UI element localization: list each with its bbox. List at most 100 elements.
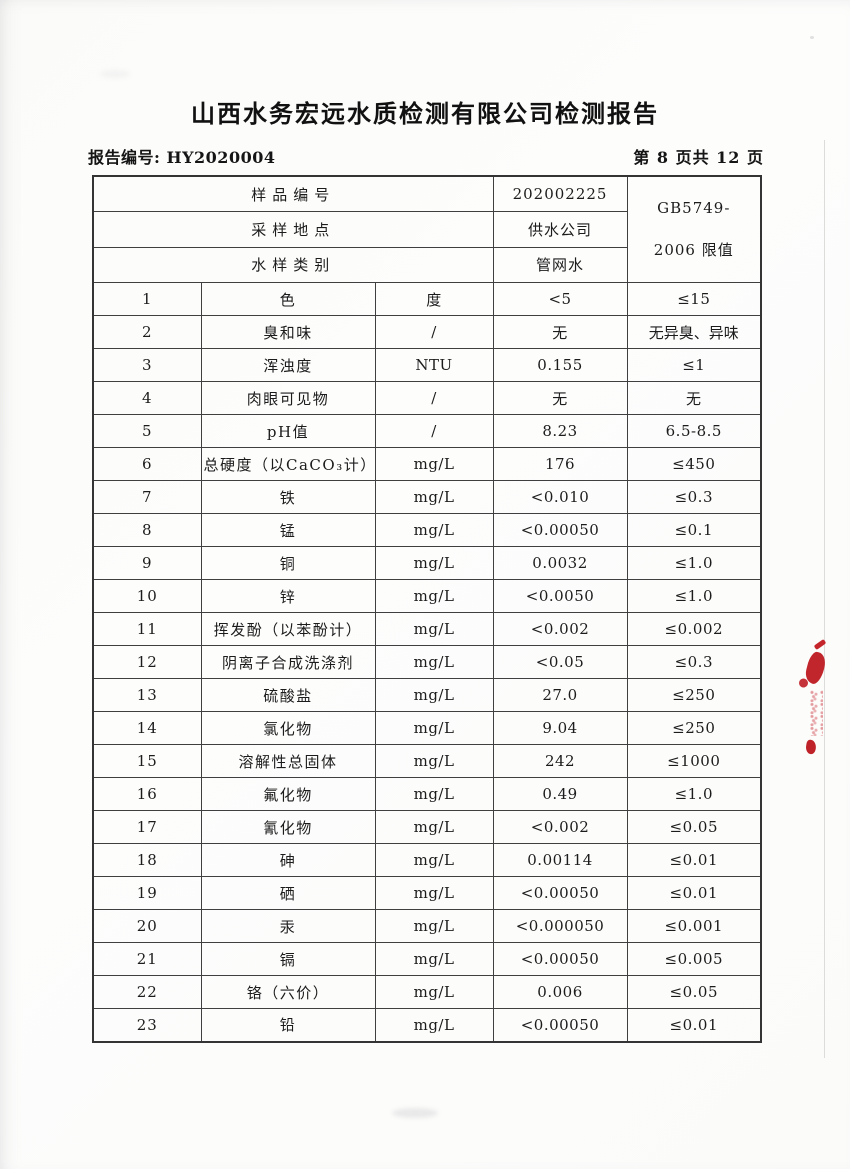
cell-parameter: 浑浊度 <box>200 348 376 382</box>
cell-result: 0.0032 <box>492 546 628 580</box>
seal-speckles <box>809 690 823 736</box>
report-title: 山西水务宏远水质检测有限公司检测报告 <box>191 99 659 128</box>
table-row: 15 溶解性总固体 mg/L 242 ≤1000 <box>92 744 762 778</box>
cell-row-number: 4 <box>92 381 202 415</box>
sample-info-row: 样品编号 202002225 GB5749- 2006 限值 <box>92 175 762 283</box>
sample-site-label: 采样地点 <box>92 211 494 248</box>
cell-parameter: 肉眼可见物 <box>200 381 376 415</box>
table-row: 5 pH值 / 8.23 6.5-8.5 <box>92 414 762 448</box>
cell-row-number: 9 <box>92 546 202 580</box>
cell-parameter: 溶解性总固体 <box>200 744 376 778</box>
cell-row-number: 23 <box>92 1008 202 1042</box>
table-row: 9 铜 mg/L 0.0032 ≤1.0 <box>92 546 762 580</box>
cell-unit: mg/L <box>374 546 494 580</box>
cell-unit: mg/L <box>374 942 494 976</box>
cell-unit: NTU <box>374 348 494 382</box>
cell-limit: ≤1.0 <box>626 546 762 580</box>
cell-limit: ≤1.0 <box>626 579 762 613</box>
cell-limit: ≤0.001 <box>626 909 762 943</box>
red-seal-fragment <box>801 634 833 766</box>
report-number: 报告编号: HY2020004 <box>88 144 275 168</box>
scan-speck <box>810 36 814 39</box>
table-row: 7 铁 mg/L <0.010 ≤0.3 <box>92 480 762 514</box>
cell-unit: mg/L <box>374 645 494 679</box>
cell-parameter: 铬（六价） <box>200 975 376 1009</box>
cell-parameter: 氟化物 <box>200 777 376 811</box>
report-number-value: HY2020004 <box>166 148 276 167</box>
cell-unit: mg/L <box>374 744 494 778</box>
cell-result: <0.002 <box>492 612 628 646</box>
cell-result: 0.00114 <box>492 843 628 877</box>
table-row: 12 阴离子合成洗涤剂 mg/L <0.05 ≤0.3 <box>92 645 762 679</box>
cell-parameter: 氯化物 <box>200 711 376 745</box>
cell-limit: ≤1000 <box>626 744 762 778</box>
sample-site-value: 供水公司 <box>492 211 628 248</box>
cell-unit: mg/L <box>374 579 494 613</box>
cell-result: <0.002 <box>492 810 628 844</box>
table-row: 17 氰化物 mg/L <0.002 ≤0.05 <box>92 810 762 844</box>
cell-result: <0.00050 <box>492 1008 628 1042</box>
cell-unit: mg/L <box>374 447 494 481</box>
limit-standard-header: GB5749- 2006 限值 <box>626 175 762 283</box>
cell-result: 0.49 <box>492 777 628 811</box>
cell-limit: ≤1 <box>626 348 762 382</box>
cell-row-number: 19 <box>92 876 202 910</box>
table-row: 22 铬（六价） mg/L 0.006 ≤0.05 <box>92 975 762 1009</box>
cell-unit: 度 <box>374 282 494 316</box>
cell-row-number: 7 <box>92 480 202 514</box>
cell-limit: ≤0.3 <box>626 480 762 514</box>
table-row: 6 总硬度（以CaCO₃计） mg/L 176 ≤450 <box>92 447 762 481</box>
cell-row-number: 6 <box>92 447 202 481</box>
cell-result: <0.0050 <box>492 579 628 613</box>
cell-limit: ≤0.05 <box>626 810 762 844</box>
results-table: 样品编号 202002225 GB5749- 2006 限值 采样地点 供水公司… <box>92 175 763 1043</box>
cell-result: 0.006 <box>492 975 628 1009</box>
cell-row-number: 20 <box>92 909 202 943</box>
cell-unit: mg/L <box>374 876 494 910</box>
cell-parameter: 硫酸盐 <box>200 678 376 712</box>
cell-row-number: 21 <box>92 942 202 976</box>
scan-speck <box>100 70 130 78</box>
cell-parameter: 色 <box>200 282 376 316</box>
table-row: 11 挥发酚（以苯酚计） mg/L <0.002 ≤0.002 <box>92 612 762 646</box>
cell-limit: 无异臭、异味 <box>626 315 762 349</box>
cell-unit: mg/L <box>374 777 494 811</box>
cell-unit: mg/L <box>374 843 494 877</box>
cell-unit: / <box>374 414 494 448</box>
cell-parameter: 阴离子合成洗涤剂 <box>200 645 376 679</box>
cell-limit: ≤0.05 <box>626 975 762 1009</box>
cell-limit: ≤450 <box>626 447 762 481</box>
cell-result: 27.0 <box>492 678 628 712</box>
cell-limit: ≤0.01 <box>626 876 762 910</box>
table-row: 2 臭和味 / 无 无异臭、异味 <box>92 315 762 349</box>
cell-parameter: 铜 <box>200 546 376 580</box>
cell-row-number: 16 <box>92 777 202 811</box>
cell-row-number: 5 <box>92 414 202 448</box>
cell-limit: ≤0.002 <box>626 612 762 646</box>
sample-type-value: 管网水 <box>492 246 628 283</box>
table-row: 14 氯化物 mg/L 9.04 ≤250 <box>92 711 762 745</box>
cell-row-number: 17 <box>92 810 202 844</box>
cell-limit: ≤0.01 <box>626 1008 762 1042</box>
cell-unit: mg/L <box>374 480 494 514</box>
cell-limit: 6.5-8.5 <box>626 414 762 448</box>
cell-result: 9.04 <box>492 711 628 745</box>
cell-unit: mg/L <box>374 513 494 547</box>
cell-result: <5 <box>492 282 628 316</box>
sample-info-row: 采样地点 供水公司 <box>92 211 761 248</box>
limit-standard-line1: GB5749- <box>657 199 731 217</box>
cell-row-number: 18 <box>92 843 202 877</box>
cell-parameter: pH值 <box>200 414 376 448</box>
cell-unit: mg/L <box>374 810 494 844</box>
table-row: 18 砷 mg/L 0.00114 ≤0.01 <box>92 843 762 877</box>
page-indicator: 第 8 页共 12 页 <box>633 148 764 167</box>
cell-limit: ≤0.01 <box>626 843 762 877</box>
cell-unit: mg/L <box>374 612 494 646</box>
seal-mark-icon <box>804 739 818 755</box>
cell-limit: 无 <box>626 381 762 415</box>
cell-row-number: 13 <box>92 678 202 712</box>
cell-row-number: 14 <box>92 711 202 745</box>
scan-smudge <box>392 1108 438 1118</box>
sample-id-value: 202002225 <box>492 175 628 212</box>
